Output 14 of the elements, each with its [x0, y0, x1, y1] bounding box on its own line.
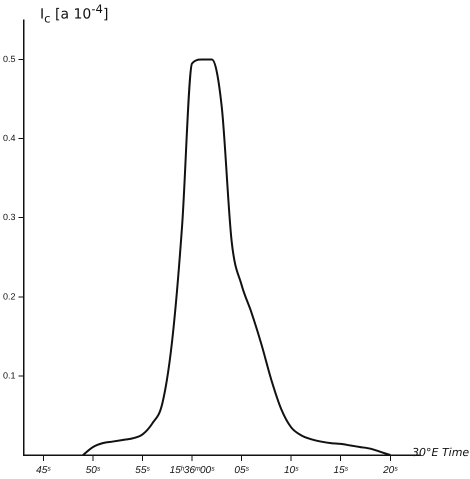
x-tick-label: 15ʰ36ᵐ00ˢ — [170, 464, 216, 476]
y-tick-label: 0.4 — [2, 133, 16, 144]
y-tick-label: 0.3 — [2, 212, 16, 222]
y-tick-label: 0.1 — [2, 370, 16, 380]
x-tick-label: 05ˢ — [234, 464, 250, 476]
x-tick-label: 55ˢ — [135, 464, 150, 476]
x-tick-label: 15ˢ — [334, 464, 349, 476]
y-tick-label: 0.5 — [2, 54, 16, 64]
x-tick-label: 10ˢ — [284, 464, 300, 476]
x-tick-label: 20ˢ — [382, 464, 398, 476]
x-tick-label: 50ˢ — [86, 464, 101, 476]
x-tick-label: 45ˢ — [36, 464, 52, 476]
y-axis-title: I$_{c}$ [a 10$^{-4}$] — [40, 2, 108, 26]
y-tick-label: 0.2 — [2, 291, 16, 302]
